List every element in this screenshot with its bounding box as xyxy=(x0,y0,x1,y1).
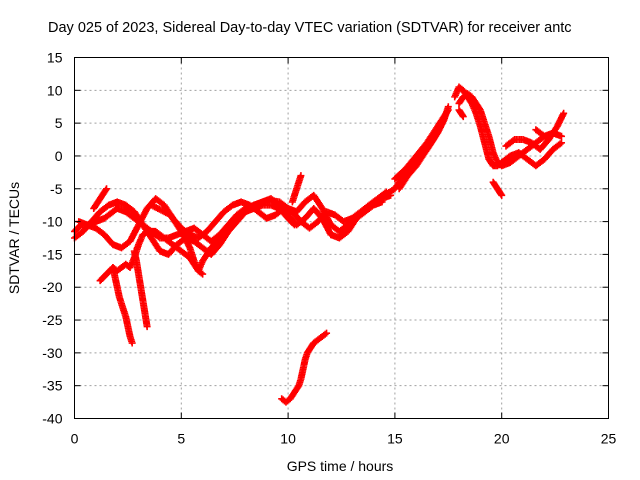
y-tick-labels: 15 10 5 0 -5 -10 -15 -20 -25 -30 -35 -40 xyxy=(42,50,62,427)
data-point xyxy=(143,323,151,331)
data-point xyxy=(498,191,506,199)
series-rise-2 xyxy=(391,106,452,183)
series-short-3 xyxy=(532,126,553,144)
y-axis-label: SDTVAR / TECUs xyxy=(6,182,22,294)
data-point xyxy=(103,185,111,193)
data-point xyxy=(378,198,386,206)
y-tick-label: -10 xyxy=(42,214,62,230)
x-tick-label: 5 xyxy=(177,431,185,447)
y-tick-label: -15 xyxy=(42,246,62,262)
data-point xyxy=(321,330,329,338)
series-outlier-track xyxy=(278,329,331,406)
data-point xyxy=(459,113,467,121)
x-tick-label: 0 xyxy=(71,431,79,447)
series-rise-3 xyxy=(395,119,446,193)
data-point xyxy=(558,139,566,147)
data-point xyxy=(558,132,566,140)
y-tick-label: -20 xyxy=(42,279,62,295)
y-tick-label: 5 xyxy=(55,115,63,131)
data-point xyxy=(128,339,136,347)
y-tick-label: -5 xyxy=(50,181,63,197)
series-spike-2 xyxy=(288,172,305,206)
series-short-2 xyxy=(489,178,506,199)
data-point xyxy=(297,172,305,180)
data-point xyxy=(197,269,205,277)
plot-frame xyxy=(74,57,609,419)
y-tick-label: -30 xyxy=(42,345,62,361)
y-tick-label: -25 xyxy=(42,312,62,328)
axis-ticks xyxy=(74,57,609,419)
data-point xyxy=(443,107,451,115)
series-dip-1 xyxy=(109,264,136,347)
x-tick-label: 15 xyxy=(387,431,403,447)
data-point xyxy=(291,221,299,229)
x-tick-label: 20 xyxy=(494,431,510,447)
y-tick-label: 0 xyxy=(55,148,63,164)
data-point xyxy=(543,134,551,142)
x-tick-label: 10 xyxy=(280,431,296,447)
data-points xyxy=(71,83,568,406)
y-tick-label: 15 xyxy=(47,50,63,66)
data-point xyxy=(289,220,297,228)
data-point xyxy=(323,329,331,337)
x-axis-label: GPS time / hours xyxy=(287,458,394,474)
y-tick-label: -40 xyxy=(42,411,62,427)
data-point xyxy=(545,136,553,144)
series-spike-1 xyxy=(90,185,111,212)
x-tick-label: 25 xyxy=(601,431,617,447)
chart-title: Day 025 of 2023, Sidereal Day-to-day VTE… xyxy=(48,20,572,36)
data-point xyxy=(438,119,446,127)
y-tick-label: -35 xyxy=(42,378,62,394)
series-short-1 xyxy=(455,106,467,121)
data-point xyxy=(102,186,110,194)
data-point xyxy=(444,106,452,114)
x-tick-labels: 0 5 10 15 20 25 xyxy=(71,431,617,447)
series-dip-2 xyxy=(130,247,151,331)
y-tick-label: 10 xyxy=(47,82,63,98)
data-point xyxy=(560,109,568,117)
grid-lines xyxy=(74,57,609,419)
data-point xyxy=(199,270,207,278)
data-point xyxy=(556,140,564,148)
